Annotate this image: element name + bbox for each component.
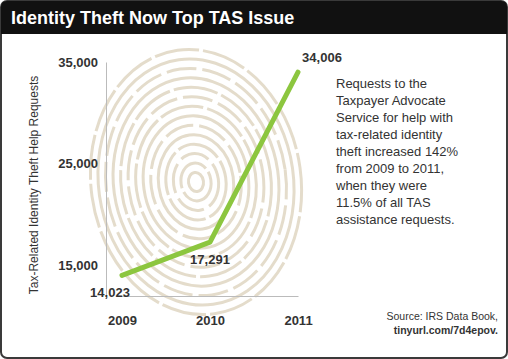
fingerprint-ridge bbox=[161, 140, 231, 224]
annotation: theft increased 142% bbox=[336, 144, 459, 159]
x-tick-label: 2010 bbox=[196, 313, 225, 328]
x-tick-label: 2011 bbox=[284, 313, 312, 328]
annotation: assistance requests. bbox=[336, 212, 455, 227]
fingerprint-ridge bbox=[152, 130, 239, 235]
header-bar bbox=[1, 1, 507, 34]
data-label: 17,291 bbox=[190, 252, 230, 267]
source-note: tinyurl.com/7d4epov. bbox=[394, 324, 498, 336]
annotation: Taxpayer Advocate bbox=[336, 93, 446, 108]
x-axis-line bbox=[123, 296, 299, 297]
fingerprint bbox=[74, 36, 319, 329]
data-label: 34,006 bbox=[302, 50, 342, 65]
source-note: Source: IRS Data Book, bbox=[387, 310, 498, 322]
y-tick: 25,000 bbox=[58, 156, 106, 171]
y-tick-label: 35,000 bbox=[58, 55, 98, 70]
annotation: when they were bbox=[335, 178, 427, 193]
frame bbox=[1, 1, 507, 358]
annotation: 11.5% of all TAS bbox=[336, 195, 431, 210]
annotation: Requests to the bbox=[336, 76, 427, 91]
fingerprint-ridge bbox=[187, 172, 204, 193]
fingerprint-ridge bbox=[179, 161, 214, 203]
x-axis: 2009 2010 2011 bbox=[108, 296, 313, 328]
data-line bbox=[122, 72, 298, 275]
title: Identity Theft Now Top TAS Issue bbox=[11, 8, 294, 28]
plot-area bbox=[122, 72, 298, 275]
y-tick-label: 15,000 bbox=[58, 258, 98, 273]
x-tick: 2011 bbox=[284, 296, 312, 328]
y-axis-title: Tax-Related Identity Theft Help Requests bbox=[27, 76, 41, 295]
y-tick-label: 25,000 bbox=[58, 156, 98, 171]
y-axis-line bbox=[106, 63, 107, 297]
x-tick: 2010 bbox=[196, 296, 225, 328]
fingerprint-ridge bbox=[170, 151, 222, 214]
annotation: tax-related identity bbox=[336, 127, 443, 142]
x-tick: 2009 bbox=[108, 296, 137, 328]
annotation: from 2009 to 2011, bbox=[336, 161, 444, 176]
fingerprint-ridge bbox=[74, 36, 319, 329]
chart: Identity Theft Now Top TAS Issue 15,000 25… bbox=[0, 0, 508, 359]
x-tick-label: 2009 bbox=[108, 313, 137, 328]
data-label: 14,023 bbox=[90, 285, 130, 300]
annotation: Service for help with bbox=[336, 110, 453, 125]
y-axis: 15,000 25,000 35,000 bbox=[58, 55, 106, 297]
y-tick: 35,000 bbox=[58, 55, 106, 70]
fingerprint-ridge bbox=[126, 98, 266, 265]
y-tick: 15,000 bbox=[58, 258, 106, 273]
